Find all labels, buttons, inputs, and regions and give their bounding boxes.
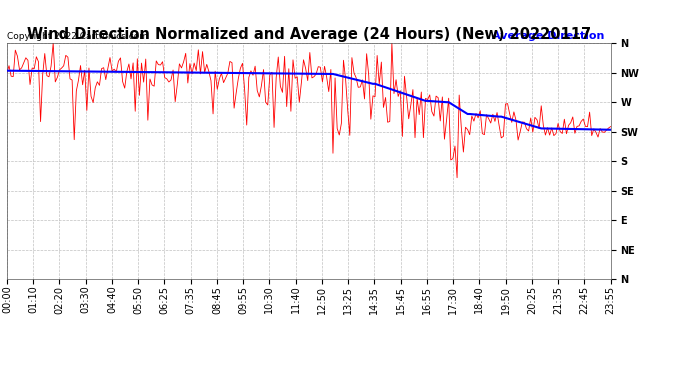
Text: Average Direction: Average Direction — [492, 31, 604, 41]
Title: Wind Direction Normalized and Average (24 Hours) (New) 20220117: Wind Direction Normalized and Average (2… — [27, 27, 591, 42]
Text: Copyright 2022 Cartronics.com: Copyright 2022 Cartronics.com — [7, 32, 148, 41]
